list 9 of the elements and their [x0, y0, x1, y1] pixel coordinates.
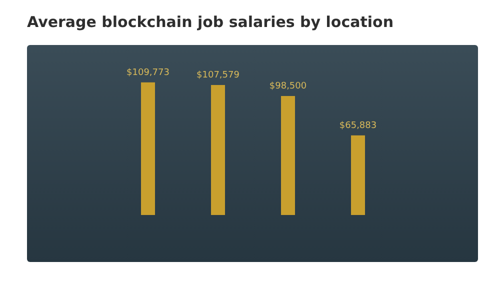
- bar: [351, 135, 365, 215]
- data-label: $109,773: [126, 68, 170, 78]
- data-label: $107,579: [196, 70, 240, 81]
- bar: [141, 82, 155, 215]
- data-label: $65,883: [339, 120, 377, 131]
- data-label: $98,500: [269, 81, 307, 92]
- bar: [211, 85, 225, 215]
- bar: [281, 96, 295, 215]
- chart-title: Average blockchain job salaries by location: [27, 13, 394, 31]
